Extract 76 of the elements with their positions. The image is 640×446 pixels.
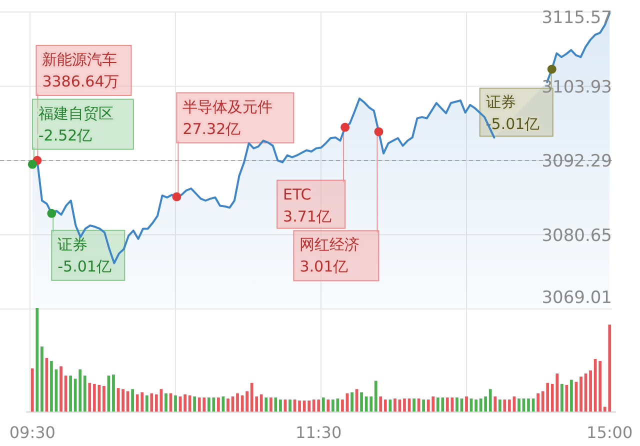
- bar: [394, 398, 396, 412]
- bar: [570, 380, 573, 412]
- bar: [536, 393, 540, 412]
- bar: [69, 376, 72, 412]
- bar: [193, 396, 196, 412]
- bar: [580, 376, 582, 412]
- bar: [288, 400, 292, 412]
- bar: [279, 400, 282, 412]
- bar: [36, 308, 39, 412]
- bar: [508, 400, 511, 412]
- bar: [446, 397, 449, 412]
- bar: [217, 397, 220, 412]
- bar: [260, 394, 263, 412]
- bar: [60, 366, 62, 412]
- y-tick-label: 3080.65: [542, 226, 612, 246]
- bar: [83, 376, 86, 412]
- bar: [102, 386, 106, 412]
- bar: [498, 400, 502, 412]
- bar: [422, 400, 425, 412]
- x-tick-label: 09:30: [9, 423, 56, 442]
- bar: [560, 384, 564, 412]
- x-tick-label: 15:00: [586, 423, 633, 442]
- bar: [246, 391, 248, 412]
- bar: [465, 396, 468, 412]
- annotation: 新能源汽车 3386.64万: [42, 50, 120, 90]
- annotation: 半导体及元件 27.32亿: [182, 98, 273, 138]
- bar: [298, 400, 301, 412]
- bar: [331, 400, 334, 412]
- bar: [122, 389, 124, 412]
- bar: [174, 395, 177, 412]
- bar: [326, 400, 330, 412]
- bar: [488, 389, 492, 412]
- bar: [184, 394, 186, 412]
- annotation: ETC 3.71亿: [283, 185, 332, 226]
- y-tick-label: 3069.01: [542, 288, 612, 308]
- bar: [269, 397, 272, 412]
- bar: [50, 361, 53, 412]
- annotation: 福建自贸区 -2.52亿: [38, 104, 114, 144]
- bar: [494, 396, 497, 412]
- bar: [164, 393, 168, 412]
- bar: [226, 398, 230, 412]
- bar: [374, 380, 378, 412]
- bar: [264, 397, 268, 412]
- bar: [154, 394, 158, 412]
- bar: [379, 396, 382, 412]
- x-tick-label: 11:30: [296, 423, 342, 442]
- bar: [484, 396, 488, 412]
- bar: [236, 393, 239, 412]
- bar: [388, 400, 392, 412]
- bar: [112, 374, 115, 412]
- bar: [474, 400, 478, 412]
- bar: [589, 370, 592, 412]
- bar: [403, 398, 406, 412]
- bar: [274, 397, 278, 412]
- bar: [384, 400, 387, 412]
- bar: [150, 393, 154, 412]
- bar: [322, 397, 325, 412]
- bar: [456, 397, 458, 412]
- y-tick-label: 3092.29: [542, 152, 612, 172]
- annotation: 证券 -5.01亿: [58, 235, 112, 276]
- bar: [412, 398, 416, 412]
- bar: [145, 395, 148, 412]
- annotation: 网红经济 3.01亿: [300, 236, 360, 276]
- bar: [503, 400, 506, 412]
- bar: [350, 392, 354, 412]
- bar: [341, 400, 344, 412]
- bar: [308, 400, 311, 412]
- bar: [131, 389, 134, 412]
- bar: [40, 346, 44, 412]
- bar: [88, 382, 92, 412]
- bar: [360, 392, 363, 412]
- bar: [527, 398, 530, 412]
- bar: [598, 361, 602, 412]
- bar: [518, 398, 520, 412]
- bar: [565, 384, 568, 412]
- bar: [30, 368, 34, 412]
